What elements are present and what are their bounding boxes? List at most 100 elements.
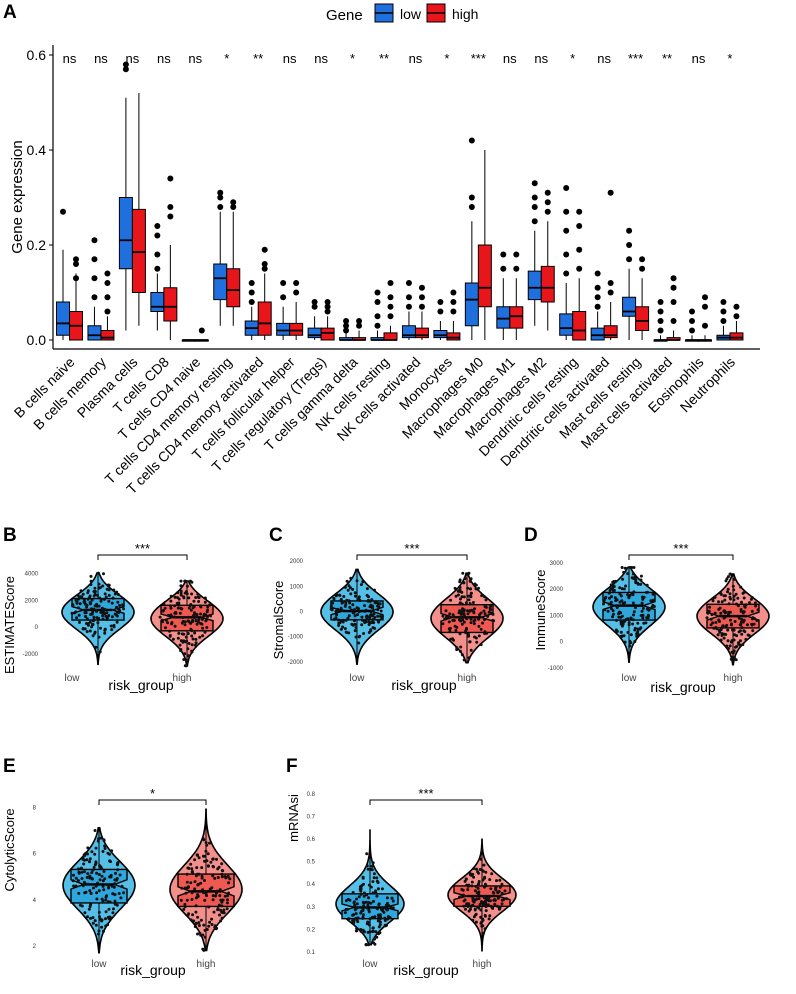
jitter-point [202, 948, 206, 952]
jitter-point [194, 910, 198, 914]
jitter-point [119, 896, 123, 900]
panel-e-ytick-label: 6 [33, 852, 37, 858]
jitter-point [469, 617, 473, 621]
jitter-point [713, 595, 717, 599]
jitter-point [750, 609, 754, 613]
jitter-point [346, 616, 350, 620]
significance-label: * [350, 51, 355, 66]
panel-c-ytick-label: 0 [300, 610, 304, 616]
jitter-point [215, 926, 219, 930]
jitter-point [195, 622, 199, 626]
jitter-point [197, 618, 201, 622]
jitter-point [459, 597, 462, 601]
outlier-point [311, 303, 318, 310]
jitter-point [496, 890, 500, 894]
jitter-point [72, 873, 75, 877]
jitter-point [91, 877, 94, 881]
jitter-point [708, 605, 712, 609]
outlier-point [343, 327, 350, 334]
jitter-point [98, 650, 102, 654]
jitter-point [336, 618, 340, 622]
outlier-point [198, 327, 205, 334]
jitter-point [720, 632, 724, 636]
box-high [131, 208, 146, 293]
jitter-point [344, 630, 348, 634]
jitter-point [373, 616, 377, 619]
jitter-point [190, 867, 194, 871]
jitter-point [482, 885, 486, 889]
jitter-point [168, 629, 171, 633]
jitter-point [477, 586, 480, 590]
significance-label: ** [253, 51, 263, 66]
jitter-point [481, 869, 485, 873]
jitter-point [458, 649, 462, 653]
jitter-point [105, 587, 109, 591]
jitter-point [94, 645, 98, 649]
jitter-point [347, 614, 351, 618]
jitter-point [97, 582, 101, 586]
jitter-point [727, 647, 730, 650]
jitter-point [92, 607, 96, 611]
jitter-point [636, 627, 640, 631]
panel-e-label: E [3, 756, 16, 777]
jitter-point [92, 886, 95, 890]
panel-f-label: F [286, 756, 298, 777]
jitter-point [466, 612, 470, 616]
jitter-point [217, 903, 221, 907]
jitter-point [615, 629, 619, 633]
panel-c-ytick-label: 1000 [290, 584, 304, 590]
jitter-point [717, 600, 720, 604]
jitter-point [97, 929, 101, 933]
jitter-point [373, 915, 377, 919]
jitter-point [455, 625, 459, 629]
jitter-point [166, 621, 170, 625]
jitter-point [93, 590, 97, 593]
jitter-point [477, 624, 481, 628]
jitter-point [346, 588, 350, 592]
jitter-point [470, 608, 474, 612]
jitter-point [456, 589, 460, 593]
jitter-point [196, 883, 200, 887]
significance-label: ** [662, 51, 672, 66]
jitter-point [171, 637, 175, 641]
jitter-point [344, 618, 348, 622]
jitter-point [185, 658, 188, 662]
jitter-point [353, 622, 357, 626]
panel-e-xtick-high: high [197, 959, 216, 970]
box-high [383, 332, 398, 341]
jitter-point [196, 853, 199, 857]
jitter-point [89, 892, 93, 895]
jitter-point [734, 602, 738, 606]
jitter-point [482, 609, 486, 613]
jitter-point [92, 865, 96, 869]
panel-f-ytick-label: 0.1 [307, 950, 316, 956]
outlier-point [154, 232, 161, 239]
jitter-point [73, 611, 77, 615]
jitter-point [711, 621, 715, 625]
jitter-point [454, 594, 458, 598]
jitter-point [186, 647, 190, 651]
jitter-point [751, 629, 755, 633]
jitter-point [498, 885, 502, 889]
jitter-point [472, 899, 476, 903]
jitter-point [470, 904, 474, 908]
outlier-point [91, 237, 98, 244]
jitter-point [719, 592, 723, 596]
jitter-point [365, 893, 369, 897]
outlier-point [91, 294, 98, 301]
jitter-point [478, 902, 482, 906]
jitter-point [383, 923, 387, 927]
jitter-point [376, 887, 380, 891]
jitter-point [77, 870, 81, 874]
panel-d-ytick-label: 2000 [550, 587, 564, 593]
jitter-point [97, 635, 101, 639]
jitter-point [182, 907, 186, 911]
jitter-point [631, 593, 635, 597]
jitter-point [211, 898, 215, 902]
outlier-point [217, 204, 224, 210]
panel-d-ytick-label: 1000 [550, 613, 564, 619]
jitter-point [177, 631, 181, 635]
jitter-point [75, 616, 79, 620]
panel-a-ytick-label: 0.6 [27, 47, 47, 63]
outlier-point [450, 289, 457, 296]
